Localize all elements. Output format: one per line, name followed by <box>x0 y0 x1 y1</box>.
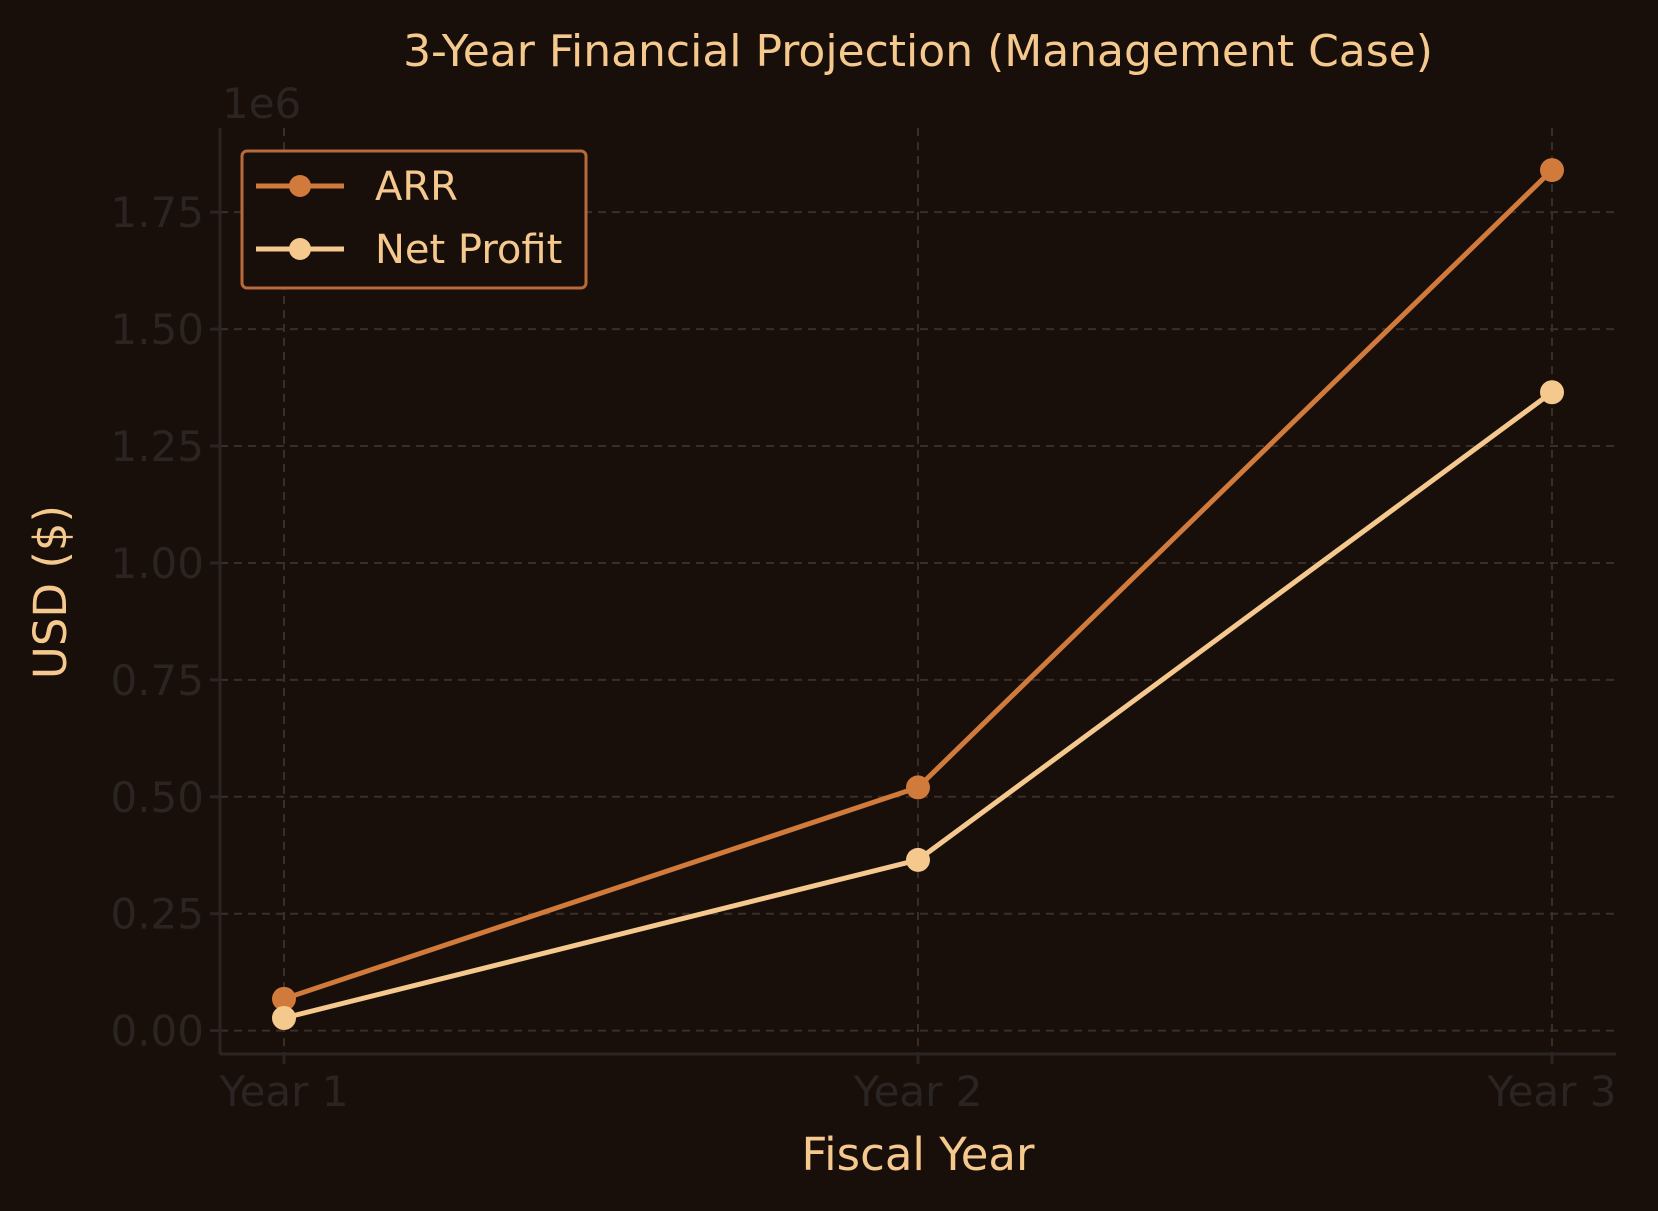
legend-net-profit-marker <box>289 238 311 260</box>
data-point-net-profit <box>906 847 930 872</box>
y-axis-label: USD ($) <box>24 505 77 679</box>
x-axis-label: Fiscal Year <box>802 1128 1035 1181</box>
legend-arr-marker <box>289 175 311 197</box>
y-tick-label: 1.00 <box>110 539 204 588</box>
legend: ARR Net Profit <box>240 149 588 290</box>
y-tick-label: 1.50 <box>110 305 204 354</box>
legend-net-profit-label: Net Profit <box>375 227 562 273</box>
y-axis-ticks: 0.00 0.25 0.50 0.75 1.00 1.25 1.50 1.75 <box>110 188 220 1056</box>
y-tick-label: 0.50 <box>110 773 204 822</box>
y-tick-label: 0.75 <box>110 656 204 705</box>
y-tick-label: 0.00 <box>110 1007 204 1056</box>
y-tick-label: 1.25 <box>110 422 204 471</box>
data-point-net-profit <box>272 1005 296 1030</box>
data-point-arr <box>906 775 930 800</box>
legend-arr-label: ARR <box>375 164 458 210</box>
data-point-net-profit <box>1540 380 1564 405</box>
x-axis-ticks: Year 1 Year 2 Year 3 <box>219 1054 1617 1116</box>
y-axis-offset-label: 1e6 <box>222 79 301 128</box>
data-point-arr <box>272 986 296 1011</box>
x-tick-label: Year 1 <box>219 1067 349 1116</box>
data-point-arr <box>1540 158 1564 183</box>
series <box>272 158 1564 1030</box>
chart-title: 3-Year Financial Projection (Management … <box>403 26 1433 77</box>
y-tick-label: 0.25 <box>110 890 204 939</box>
y-tick-label: 1.75 <box>110 188 204 237</box>
x-tick-label: Year 3 <box>1487 1067 1617 1116</box>
grid <box>220 128 1616 1054</box>
x-tick-label: Year 2 <box>853 1067 983 1116</box>
